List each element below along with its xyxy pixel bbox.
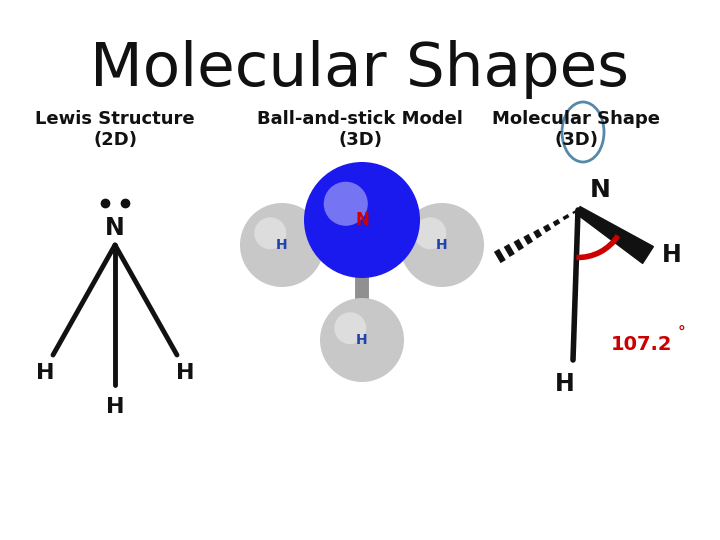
Text: H: H [459,248,479,272]
Circle shape [320,298,404,382]
Circle shape [324,182,368,226]
Text: N: N [590,178,611,202]
Text: H: H [436,238,448,252]
Text: 107.2: 107.2 [611,335,672,354]
Circle shape [334,312,366,344]
Text: N: N [355,211,369,229]
Circle shape [414,217,446,249]
Text: H: H [106,397,125,417]
Text: Lewis Structure
(2D): Lewis Structure (2D) [35,110,195,149]
Text: H: H [356,333,368,347]
Text: H: H [36,363,54,383]
Text: H: H [662,243,682,267]
Text: Molecular Shape
(3D): Molecular Shape (3D) [492,110,660,149]
Circle shape [400,203,484,287]
Circle shape [254,217,287,249]
Polygon shape [576,207,654,264]
Text: H: H [276,238,288,252]
Text: °: ° [678,326,685,341]
Text: H: H [555,372,575,396]
Circle shape [240,203,324,287]
Text: Molecular Shapes: Molecular Shapes [91,40,629,99]
Text: H: H [176,363,194,383]
Text: Ball-and-stick Model
(3D): Ball-and-stick Model (3D) [257,110,463,149]
Circle shape [304,162,420,278]
Text: N: N [105,216,125,240]
